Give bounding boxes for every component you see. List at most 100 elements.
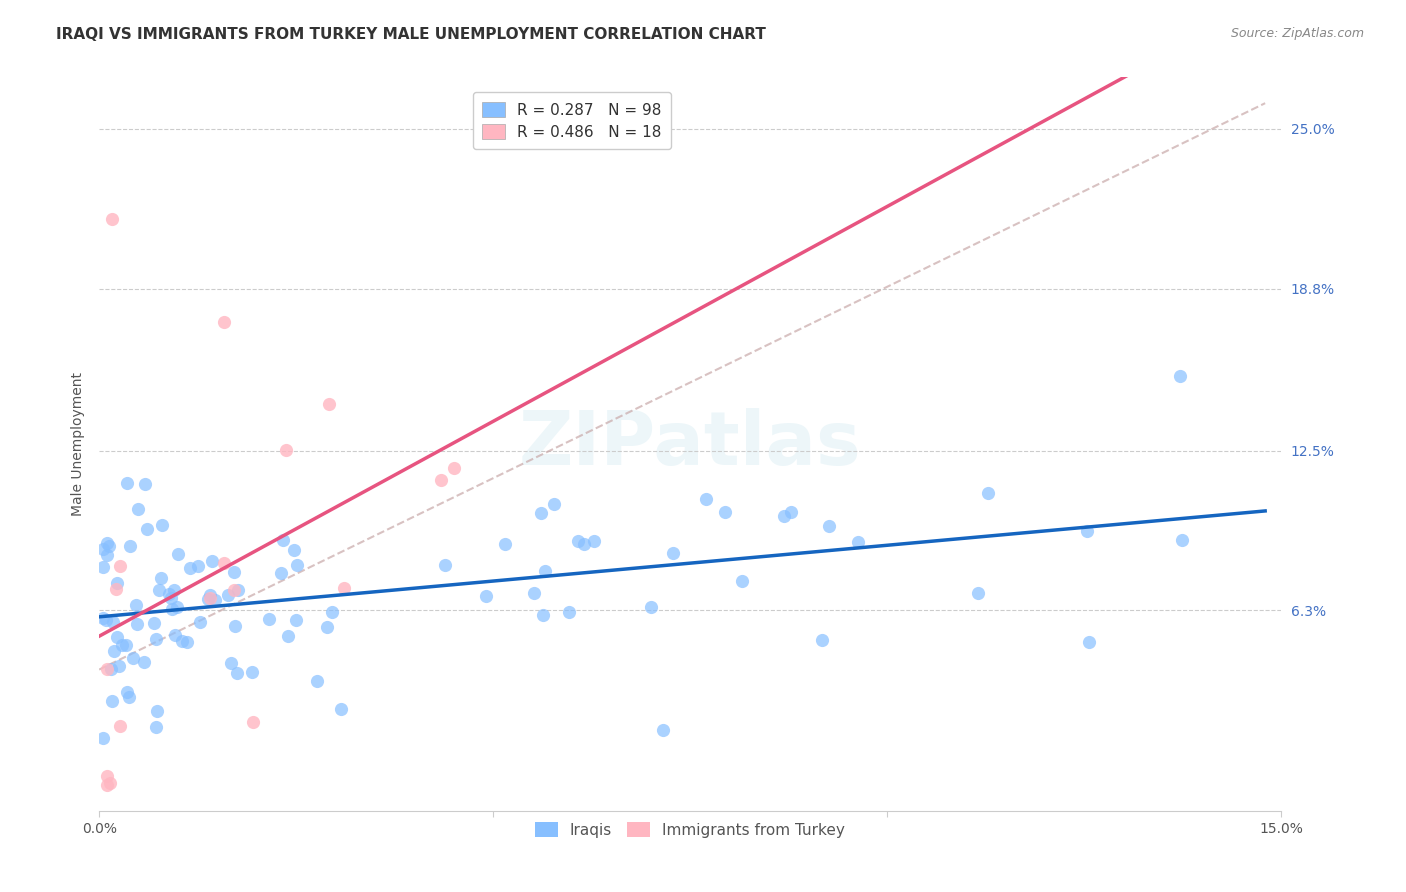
Point	[811, 632, 834, 647]
Point	[188, 615, 211, 629]
Point	[122, 651, 145, 665]
Point	[91, 731, 114, 745]
Point	[567, 533, 589, 548]
Point	[651, 723, 673, 737]
Point	[212, 315, 235, 329]
Point	[96, 535, 118, 549]
Point	[104, 582, 127, 596]
Point	[170, 634, 193, 648]
Point	[1171, 533, 1194, 547]
Point	[731, 574, 754, 588]
Point	[145, 720, 167, 734]
Point	[120, 539, 142, 553]
Point	[967, 585, 990, 599]
Point	[103, 644, 125, 658]
Point	[198, 591, 221, 605]
Point	[543, 498, 565, 512]
Point	[522, 585, 544, 599]
Point	[142, 615, 165, 630]
Point	[780, 505, 803, 519]
Point	[91, 611, 114, 625]
Point	[240, 665, 263, 679]
Point	[773, 509, 796, 524]
Point	[117, 475, 139, 490]
Point	[494, 537, 516, 551]
Point	[166, 600, 188, 615]
Point	[159, 591, 181, 606]
Point	[284, 613, 307, 627]
Point	[583, 533, 606, 548]
Point	[145, 632, 167, 646]
Point	[277, 629, 299, 643]
Point	[695, 492, 717, 507]
Point	[197, 592, 219, 607]
Point	[217, 588, 239, 602]
Point	[108, 559, 131, 574]
Point	[97, 539, 120, 553]
Point	[558, 605, 581, 619]
Point	[283, 542, 305, 557]
Point	[329, 701, 352, 715]
Point	[201, 553, 224, 567]
Point	[222, 566, 245, 580]
Point	[534, 564, 557, 578]
Point	[127, 501, 149, 516]
Text: ZIPatlas: ZIPatlas	[519, 408, 862, 481]
Point	[530, 506, 553, 520]
Point	[179, 561, 201, 575]
Point	[198, 588, 221, 602]
Point	[96, 613, 118, 627]
Point	[226, 582, 249, 597]
Point	[187, 559, 209, 574]
Point	[434, 558, 457, 572]
Point	[148, 582, 170, 597]
Legend: Iraqis, Immigrants from Turkey: Iraqis, Immigrants from Turkey	[529, 815, 852, 844]
Point	[271, 533, 294, 548]
Point	[163, 627, 186, 641]
Point	[108, 719, 131, 733]
Point	[640, 600, 662, 615]
Point	[101, 212, 124, 227]
Point	[132, 655, 155, 669]
Point	[226, 666, 249, 681]
Point	[332, 581, 354, 595]
Point	[167, 547, 190, 561]
Point	[157, 587, 180, 601]
Point	[118, 690, 141, 704]
Y-axis label: Male Unemployment: Male Unemployment	[72, 372, 86, 516]
Point	[96, 548, 118, 562]
Text: Source: ZipAtlas.com: Source: ZipAtlas.com	[1230, 27, 1364, 40]
Point	[977, 486, 1000, 500]
Point	[321, 605, 343, 619]
Point	[163, 583, 186, 598]
Point	[307, 673, 329, 688]
Point	[176, 635, 198, 649]
Point	[1076, 524, 1098, 539]
Point	[1170, 368, 1192, 383]
Point	[100, 776, 122, 790]
Point	[315, 620, 337, 634]
Point	[818, 519, 841, 533]
Point	[270, 566, 292, 580]
Point	[127, 616, 149, 631]
Point	[160, 602, 183, 616]
Point	[287, 558, 309, 573]
Point	[115, 685, 138, 699]
Point	[662, 546, 685, 560]
Point	[103, 615, 125, 630]
Point	[111, 638, 134, 652]
Point	[219, 656, 242, 670]
Point	[100, 662, 122, 676]
Point	[96, 779, 118, 793]
Point	[96, 769, 118, 783]
Point	[572, 537, 595, 551]
Point	[848, 534, 870, 549]
Point	[134, 477, 156, 491]
Point	[274, 443, 297, 458]
Point	[224, 582, 246, 597]
Point	[146, 704, 169, 718]
Point	[531, 608, 554, 623]
Point	[257, 612, 280, 626]
Point	[149, 571, 172, 585]
Point	[1077, 635, 1099, 649]
